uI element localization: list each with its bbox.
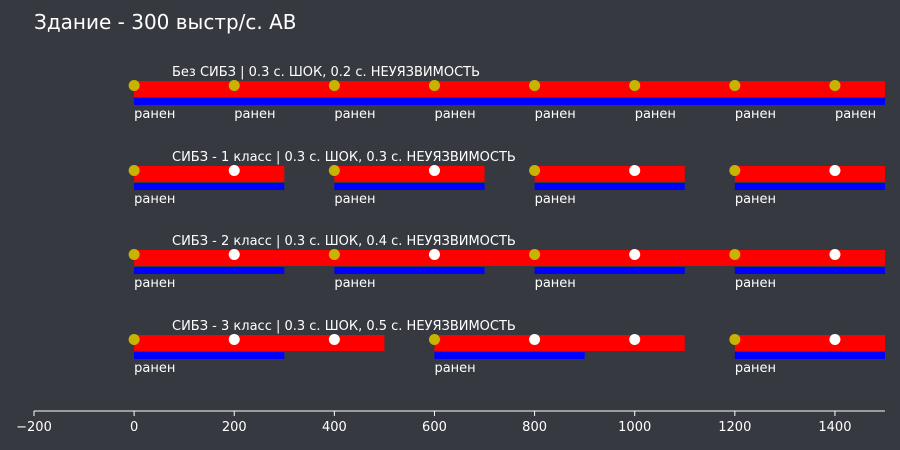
damaging-hit-marker: [328, 249, 340, 260]
hit-label: ранен: [535, 276, 576, 291]
x-axis: −200 0 200 400 600 800 1000 1200 1400: [16, 410, 885, 435]
shock-bar: [134, 250, 885, 266]
hit-label: ранен: [535, 107, 576, 122]
invulnerability-bar: [134, 98, 885, 105]
row-label: Без СИБЗ | 0.3 с. ШОК, 0.2 с. НЕУЯЗВИМОС…: [172, 65, 480, 80]
damaging-hit-marker: [529, 165, 541, 176]
x-tick-label: 200: [222, 420, 247, 435]
x-tick-label: 800: [522, 420, 547, 435]
damaging-hit-marker: [328, 165, 340, 176]
x-tick-label: 1400: [818, 420, 851, 435]
x-tick-label: 1200: [718, 420, 751, 435]
invulnerability-bar: [334, 183, 485, 190]
damaging-hit-marker: [529, 80, 541, 91]
blocked-hit-marker: [629, 165, 641, 176]
chart-title: Здание - 300 выстр/с. АВ: [34, 10, 297, 34]
blocked-hit-marker: [629, 334, 641, 345]
blocked-hit-marker: [629, 249, 641, 260]
damaging-hit-marker: [729, 80, 741, 91]
blocked-hit-marker: [228, 165, 240, 176]
hit-label: ранен: [735, 276, 776, 291]
hit-label: ранен: [735, 192, 776, 207]
hit-label: ранен: [535, 192, 576, 207]
hit-label: ранен: [334, 192, 375, 207]
blocked-hit-marker: [228, 249, 240, 260]
damaging-hit-marker: [629, 80, 641, 91]
x-tick-label: 1000: [618, 420, 651, 435]
invulnerability-bar: [734, 352, 885, 359]
damaging-hit-marker: [529, 249, 541, 260]
blocked-hit-marker: [529, 334, 541, 345]
invulnerability-bar: [334, 267, 485, 274]
row-label: СИБЗ - 3 класс | 0.3 с. ШОК, 0.5 с. НЕУЯ…: [172, 319, 516, 334]
shock-bar: [134, 335, 385, 351]
damaging-hit-marker: [729, 334, 741, 345]
invulnerability-bar: [734, 267, 885, 274]
shock-bar: [534, 166, 685, 182]
hit-label: ранен: [434, 107, 475, 122]
shock-bar: [734, 335, 885, 351]
timeline-row: СИБЗ - 3 класс | 0.3 с. ШОК, 0.5 с. НЕУЯ…: [128, 319, 885, 376]
x-tick-label: 0: [130, 420, 138, 435]
hit-label: ранен: [735, 361, 776, 376]
hit-label: ранен: [835, 107, 876, 122]
invulnerability-bar: [134, 267, 285, 274]
shock-bar: [134, 81, 885, 97]
hit-label: ранен: [134, 107, 175, 122]
damaging-hit-marker: [128, 249, 140, 260]
invulnerability-bar: [134, 183, 285, 190]
invulnerability-bar: [534, 183, 685, 190]
damaging-hit-marker: [829, 80, 841, 91]
blocked-hit-marker: [228, 334, 240, 345]
damaging-hit-marker: [428, 334, 440, 345]
x-tick-label: 600: [422, 420, 447, 435]
shock-bar: [134, 166, 285, 182]
blocked-hit-marker: [829, 165, 841, 176]
hit-label: ранен: [234, 107, 275, 122]
row-label: СИБЗ - 2 класс | 0.3 с. ШОК, 0.4 с. НЕУЯ…: [172, 234, 516, 249]
hit-label: ранен: [434, 361, 475, 376]
hit-label: ранен: [134, 192, 175, 207]
timeline-row: Без СИБЗ | 0.3 с. ШОК, 0.2 с. НЕУЯЗВИМОС…: [128, 65, 885, 122]
damaging-hit-marker: [128, 80, 140, 91]
shock-bar: [434, 335, 685, 351]
hit-label: ранен: [334, 107, 375, 122]
x-tick-label: 400: [322, 420, 347, 435]
invulnerability-bar: [134, 352, 285, 359]
damaging-hit-marker: [729, 249, 741, 260]
invulnerability-bar: [734, 183, 885, 190]
damaging-hit-marker: [428, 80, 440, 91]
shock-bar: [734, 166, 885, 182]
shock-bar: [334, 166, 485, 182]
hit-label: ранен: [134, 361, 175, 376]
hit-label: ранен: [635, 107, 676, 122]
hit-label: ранен: [735, 107, 776, 122]
blocked-hit-marker: [428, 249, 440, 260]
blocked-hit-marker: [428, 165, 440, 176]
damaging-hit-marker: [228, 80, 240, 91]
hit-label: ранен: [334, 276, 375, 291]
x-tick-label: −200: [16, 420, 52, 435]
invulnerability-bar: [434, 352, 585, 359]
damaging-hit-marker: [128, 334, 140, 345]
damaging-hit-marker: [729, 165, 741, 176]
row-label: СИБЗ - 1 класс | 0.3 с. ШОК, 0.3 с. НЕУЯ…: [172, 150, 516, 165]
timeline-row: СИБЗ - 2 класс | 0.3 с. ШОК, 0.4 с. НЕУЯ…: [128, 234, 885, 291]
blocked-hit-marker: [328, 334, 340, 345]
damaging-hit-marker: [328, 80, 340, 91]
blocked-hit-marker: [829, 334, 841, 345]
rows-layer: Без СИБЗ | 0.3 с. ШОК, 0.2 с. НЕУЯЗВИМОС…: [128, 65, 885, 376]
blocked-hit-marker: [829, 249, 841, 260]
invulnerability-bar: [534, 267, 685, 274]
damaging-hit-marker: [128, 165, 140, 176]
hit-label: ранен: [134, 276, 175, 291]
timeline-row: СИБЗ - 1 класс | 0.3 с. ШОК, 0.3 с. НЕУЯ…: [128, 150, 885, 207]
